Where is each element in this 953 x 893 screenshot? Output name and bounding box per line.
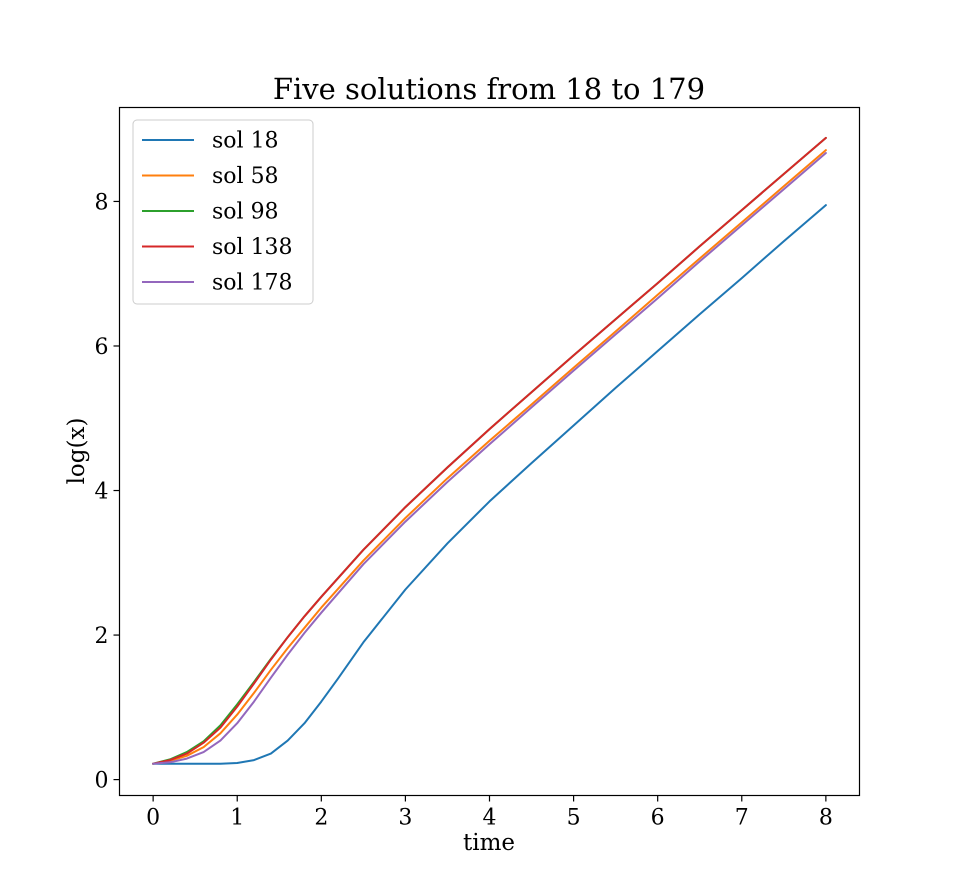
x-tick-label: 2 [314,806,328,831]
y-axis-label: log(x) [64,418,90,485]
x-tick-label: 3 [398,806,412,831]
x-tick-label: 6 [651,806,665,831]
y-tick-label: 6 [95,335,109,360]
x-axis-label: time [463,830,515,856]
y-tick-label: 2 [95,624,109,649]
y-tick-label: 0 [95,769,109,794]
legend-label-1: sol 58 [212,164,279,189]
chart-title: Five solutions from 18 to 179 [273,72,705,106]
x-tick-label: 1 [230,806,244,831]
series-line-0 [152,204,827,765]
x-axis: 0 1 2 3 4 5 6 7 8 [146,795,833,831]
x-tick-label: 7 [735,806,749,831]
legend-label-4: sol 178 [212,271,293,296]
legend-label-2: sol 98 [212,200,279,225]
legend-label-0: sol 18 [212,129,279,154]
x-tick-label: 8 [819,806,833,831]
legend-label-3: sol 138 [212,235,293,260]
legend: sol 18 sol 58 sol 98 sol 138 sol 178 [132,119,314,305]
series-layer [152,136,827,765]
legend-box [132,119,314,305]
y-tick-label: 8 [95,190,109,215]
x-tick-label: 4 [483,806,497,831]
series-line-1 [152,149,827,765]
series-line-3 [152,136,827,765]
x-tick-label: 0 [146,806,160,831]
series-line-4 [152,152,827,765]
y-tick-label: 4 [95,480,109,505]
x-tick-label: 5 [567,806,581,831]
y-axis: 0 2 4 6 8 [95,190,120,794]
